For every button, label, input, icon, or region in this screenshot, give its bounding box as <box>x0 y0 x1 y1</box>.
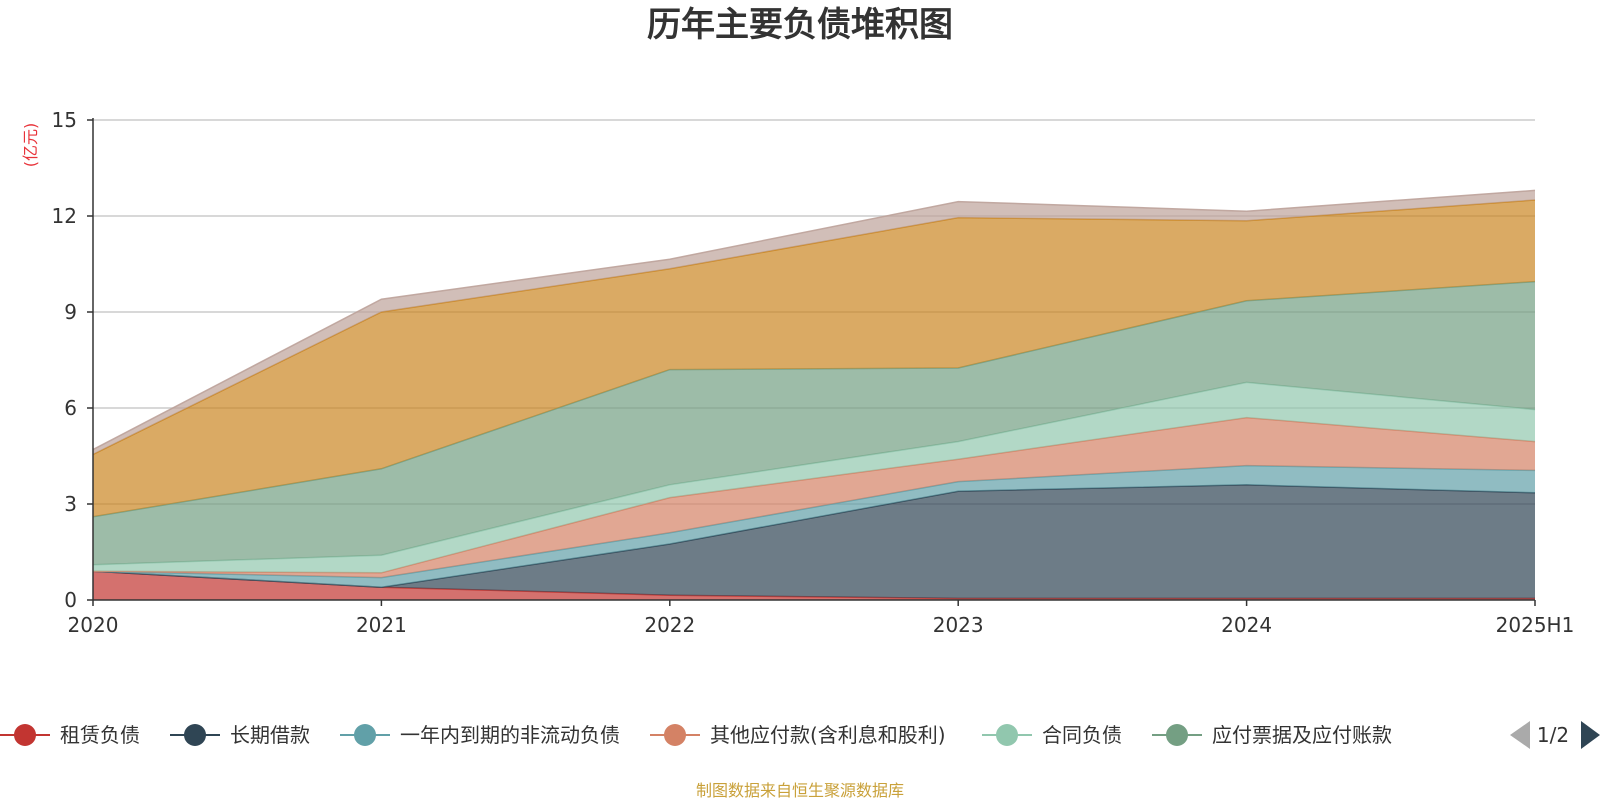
y-tick-label-1: 3 <box>64 492 77 516</box>
legend-marker-3 <box>664 724 686 746</box>
legend-label-3: 其他应付款(含利息和股利) <box>710 723 946 747</box>
legend-label-0: 租赁负债 <box>60 723 140 747</box>
legend-item-1[interactable]: 长期借款 <box>170 723 310 747</box>
legend-marker-5 <box>1166 724 1188 746</box>
y-tick-label-3: 9 <box>64 300 77 324</box>
legend-item-4[interactable]: 合同负债 <box>982 723 1122 747</box>
legend: 租赁负债 长期借款 一年内到期的非流动负债 其他应付款(含利息和股利) 合同负债 应付票据… <box>0 723 1392 747</box>
x-tick-label-2: 2022 <box>644 613 695 637</box>
legend-label-2: 一年内到期的非流动负债 <box>400 723 620 747</box>
legend-item-0[interactable]: 租赁负债 <box>0 723 140 747</box>
data-source-note: 制图数据来自恒生聚源数据库 <box>696 781 904 800</box>
x-tick-label-4: 2024 <box>1221 613 1272 637</box>
legend-marker-2 <box>354 724 376 746</box>
legend-marker-4 <box>996 724 1018 746</box>
area-series-5 <box>93 281 1535 565</box>
y-tick-label-2: 6 <box>64 396 77 420</box>
legend-label-5: 应付票据及应付账款 <box>1212 723 1392 747</box>
chart-title: 历年主要负债堆积图 <box>647 5 953 45</box>
x-tick-label-1: 2021 <box>356 613 407 637</box>
y-tick-label-4: 12 <box>52 204 77 228</box>
x-tick-label-3: 2023 <box>933 613 984 637</box>
area-series-group <box>92 189 1536 600</box>
y-tick-label-0: 0 <box>64 588 77 612</box>
area-series-6 <box>93 200 1535 517</box>
legend-prev-arrow-icon[interactable] <box>1510 721 1530 749</box>
legend-label-4: 合同负债 <box>1042 723 1122 747</box>
legend-item-2[interactable]: 一年内到期的非流动负债 <box>340 723 620 747</box>
x-tick-label-5: 2025H1 <box>1496 613 1575 637</box>
y-axis-unit-label: (亿元) <box>21 123 40 168</box>
legend-item-3[interactable]: 其他应付款(含利息和股利) <box>650 723 946 747</box>
area-series-7 <box>93 190 1535 455</box>
legend-item-5[interactable]: 应付票据及应付账款 <box>1152 723 1392 747</box>
legend-pager: 1/2 <box>1510 721 1600 749</box>
area-series-line-7 <box>92 189 1536 451</box>
legend-marker-1 <box>184 724 206 746</box>
legend-label-1: 长期借款 <box>230 723 310 747</box>
legend-page-indicator: 1/2 <box>1537 723 1569 747</box>
x-tick-label-0: 2020 <box>68 613 119 637</box>
legend-next-arrow-icon[interactable] <box>1581 721 1600 749</box>
area-series-4 <box>93 382 1535 573</box>
area-series-1 <box>93 484 1535 599</box>
legend-marker-0 <box>14 724 36 746</box>
axes: 0 3 6 9 12 15 2020 2021 2022 2023 2024 2025H1 <box>52 108 1575 637</box>
y-tick-label-5: 15 <box>52 108 77 132</box>
area-series-0 <box>93 571 1535 600</box>
area-series-3 <box>93 417 1535 578</box>
